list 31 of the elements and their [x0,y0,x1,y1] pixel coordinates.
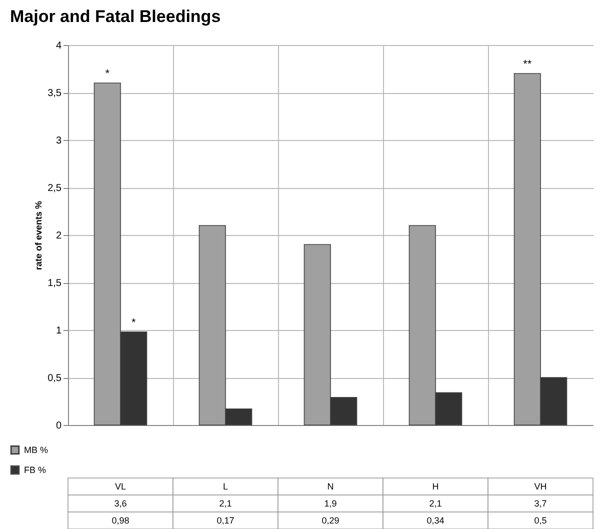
x-tick-label: VH [534,482,547,492]
data-label: 0,34 [426,516,444,526]
annotation: * [105,68,110,80]
data-label: 2,1 [219,498,232,508]
x-tick-label: H [432,482,439,492]
data-label: 1,9 [324,498,337,508]
data-label: 3,7 [534,498,547,508]
data-label: 2,1 [429,498,442,508]
data-label: 0,5 [534,516,547,526]
y-tick-label: 3 [56,136,62,146]
data-label: 0,17 [216,516,234,526]
data-label: 0,98 [112,516,130,526]
annotation: ** [523,58,532,70]
x-tick-label: N [327,482,334,492]
y-axis-title: rate of events % [34,200,44,270]
y-tick-label: 3,5 [48,88,62,99]
y-tick-label: 0,5 [48,373,62,384]
legend-label: FB % [24,465,46,475]
y-tick-label: 4 [56,40,62,52]
chart-title: Major and Fatal Bleedings [10,7,221,26]
y-tick-label: 1 [56,326,62,336]
data-label: 3,6 [114,498,127,508]
y-tick-label: 2,5 [48,183,62,194]
y-tick-label: 0 [56,420,62,432]
data-label: 0,29 [322,516,340,526]
y-tick-label: 2 [56,230,62,242]
annotation: * [131,316,136,329]
y-tick-label: 1,5 [48,278,62,289]
legend-label: MB % [24,445,48,455]
x-tick-label: L [222,482,228,492]
x-tick-label: VL [114,482,126,492]
